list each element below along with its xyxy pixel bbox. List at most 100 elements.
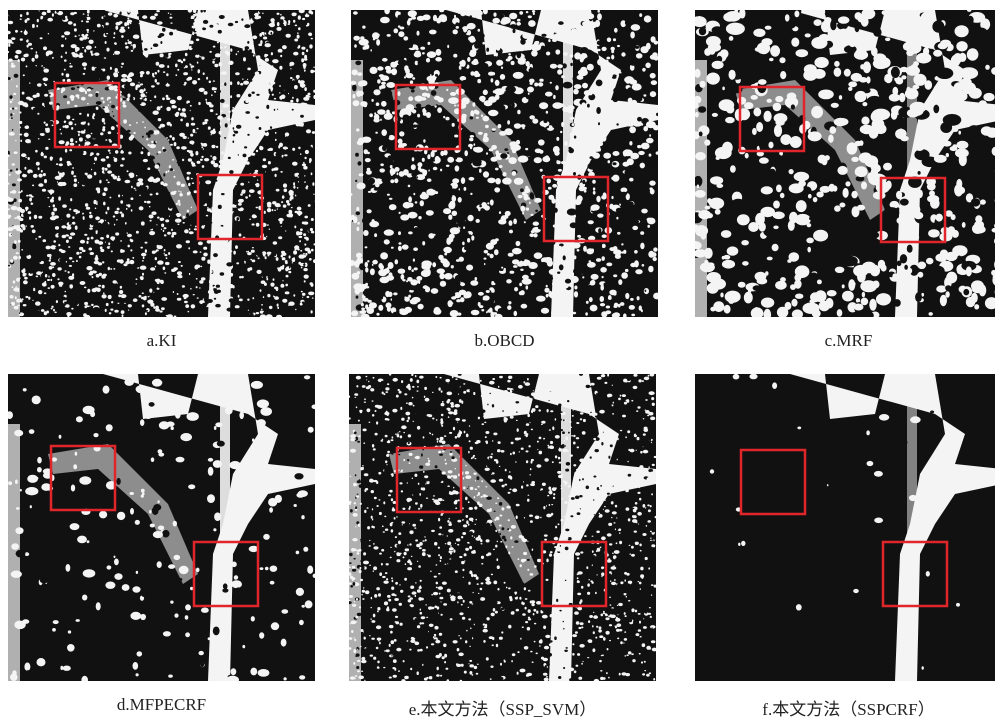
speckle [178,489,184,496]
speckle [900,254,907,263]
speckle [918,171,921,175]
speckle [125,72,127,74]
speckle [899,93,905,102]
speckle [219,49,220,51]
speckle [546,111,548,114]
speckle [164,234,167,236]
speckle [574,84,582,89]
speckle [130,260,135,264]
speckle [304,302,306,305]
speckle [834,118,847,127]
speckle [779,57,785,63]
speckle [61,44,64,47]
speckle [92,276,94,278]
speckle [214,512,221,521]
speckle [293,52,298,56]
speckle [191,69,192,71]
speckle [416,104,421,109]
speckle [447,45,449,48]
speckle [166,137,168,139]
speckle [197,131,200,134]
speckle [65,16,67,19]
speckle [154,95,156,98]
speckle [372,260,378,265]
speckle [730,130,735,135]
speckle [414,52,422,58]
speckle [55,247,57,249]
speckle [837,166,847,175]
speckle [151,211,156,215]
speckle [32,185,34,187]
speckle [19,227,21,229]
speckle [169,206,172,208]
speckle [78,202,81,206]
speckle [261,302,262,304]
speckle [470,15,472,19]
speckle [191,263,193,265]
speckle [286,398,295,404]
speckle [121,78,127,82]
speckle [171,229,173,232]
speckle [450,72,453,75]
speckle [83,167,89,171]
speckle [254,14,256,15]
speckle [258,210,261,214]
speckle [30,93,32,96]
speckle [19,111,21,113]
speckle [843,188,849,198]
speckle [169,79,170,81]
speckle [147,167,150,170]
speckle [111,126,115,130]
speckle [155,306,159,310]
speckle [586,301,589,304]
speckle [298,181,299,183]
speckle [99,273,102,276]
speckle [161,281,164,284]
speckle [629,305,635,310]
speckle [499,268,503,271]
speckle [66,214,70,218]
speckle [238,203,242,206]
speckle [241,123,244,125]
speckle [139,89,144,93]
speckle [435,74,438,77]
speckle [203,247,207,250]
speckle [207,166,211,170]
speckle [298,41,300,44]
speckle [273,141,274,143]
speckle [131,50,134,52]
speckle [129,72,135,76]
speckle [186,61,190,64]
speckle [141,230,144,232]
speckle [166,73,168,76]
speckle [522,275,529,280]
speckle [200,213,204,216]
speckle [205,229,207,232]
speckle [600,296,605,302]
speckle [252,107,255,110]
speckle [242,262,244,266]
speckle [514,178,524,185]
speckle [309,44,312,48]
speckle [369,113,373,117]
speckle [553,109,557,113]
speckle [295,174,296,176]
speckle [107,565,112,569]
speckle [45,296,47,299]
speckle [207,260,210,264]
speckle [221,71,227,75]
speckle [249,49,252,52]
speckle [248,20,254,24]
speckle [11,206,18,210]
speckle [489,37,491,40]
speckle [422,158,425,162]
speckle [420,200,424,206]
speckle [18,59,20,62]
speckle [174,613,178,617]
speckle [285,260,288,263]
speckle [77,64,82,67]
speckle [239,299,243,302]
speckle [435,57,442,62]
speckle [883,207,899,218]
speckle [613,98,618,102]
